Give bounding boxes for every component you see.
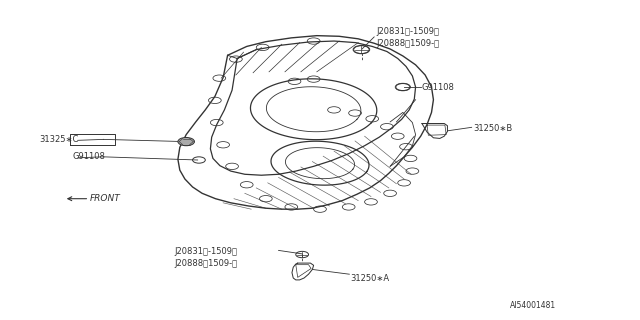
Text: 31250∗A: 31250∗A <box>351 275 390 284</box>
Text: G91108: G91108 <box>422 83 455 92</box>
Text: G91108: G91108 <box>73 152 106 161</box>
Text: J20831（-1509）: J20831（-1509） <box>175 247 237 257</box>
Text: AI54001481: AI54001481 <box>509 301 556 310</box>
Text: J20888（1509-）: J20888（1509-） <box>175 259 238 268</box>
Text: 31325∗C: 31325∗C <box>40 135 79 144</box>
Text: FRONT: FRONT <box>90 194 120 203</box>
Text: J20888（1509-）: J20888（1509-） <box>376 39 439 48</box>
Text: 31250∗B: 31250∗B <box>473 124 512 133</box>
Text: J20831（-1509）: J20831（-1509） <box>376 27 439 36</box>
Circle shape <box>178 138 195 146</box>
